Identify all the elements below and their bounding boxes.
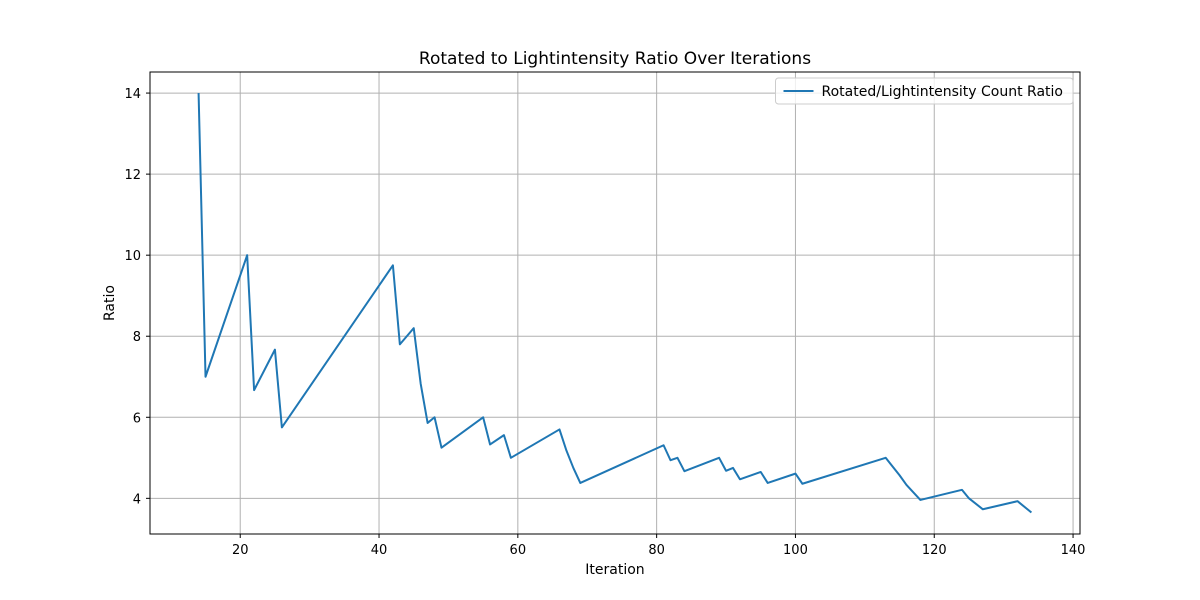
y-tick-label: 6 <box>133 411 141 426</box>
y-tick-label: 4 <box>133 492 141 507</box>
x-tick-label: 120 <box>922 543 947 558</box>
x-tick-label: 40 <box>371 543 388 558</box>
legend-entry: Rotated/Lightintensity Count Ratio <box>822 84 1064 100</box>
grid <box>150 72 1080 534</box>
series-layer <box>197 93 1033 514</box>
plot-frame <box>149 71 1081 535</box>
x-tick-label: 140 <box>1061 543 1086 558</box>
chart-title: Rotated to Lightintensity Ratio Over Ite… <box>419 49 811 69</box>
x-tick-label: 60 <box>510 543 527 558</box>
x-tick-label: 20 <box>232 543 249 558</box>
x-tick-label: 100 <box>783 543 808 558</box>
legend-box <box>775 77 1074 105</box>
series-line <box>197 93 1033 514</box>
y-tick-label: 10 <box>124 249 141 264</box>
x-axis: 20 40 60 80 100 120 140 <box>232 534 1086 558</box>
y-tick-label: 12 <box>124 168 141 183</box>
legend: Rotated/Lightintensity Count Ratio <box>775 77 1074 105</box>
y-axis-label: Ratio <box>102 285 118 321</box>
y-tick-label: 14 <box>124 87 141 102</box>
x-axis-label: Iteration <box>585 562 644 578</box>
y-axis: 4 6 8 10 12 14 <box>124 87 150 507</box>
y-tick-label: 8 <box>133 330 141 345</box>
x-tick-label: 80 <box>648 543 665 558</box>
